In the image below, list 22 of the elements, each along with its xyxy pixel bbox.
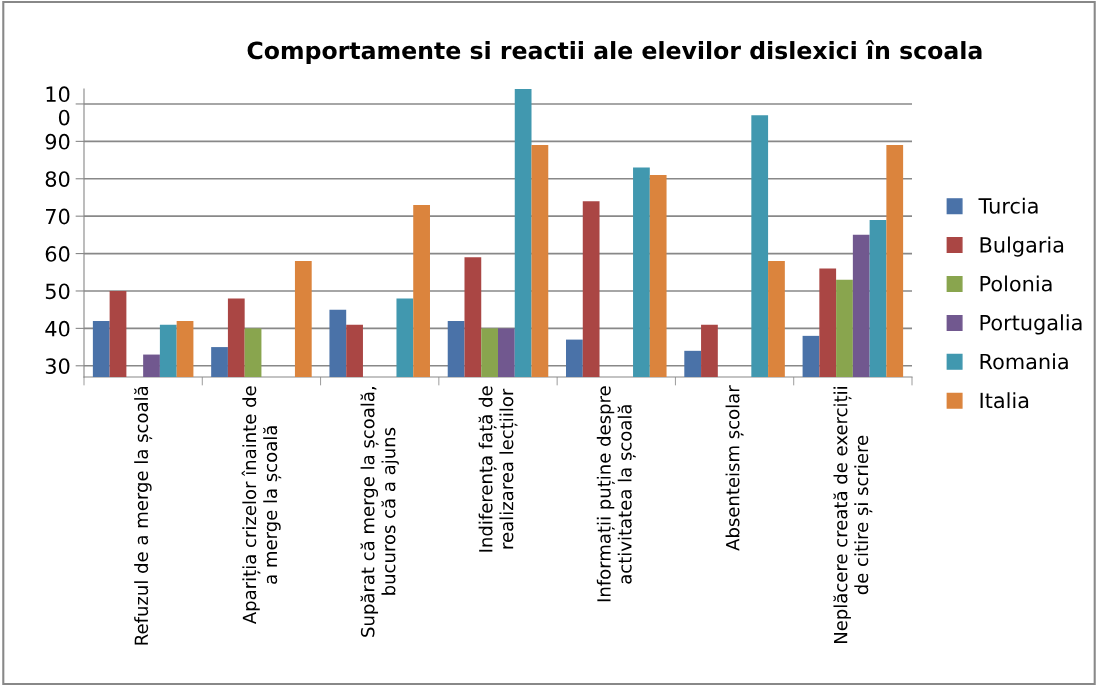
y-tick-label: 40 [45,320,70,337]
legend-label: Turcia [978,197,1038,214]
y-tick-label: 90 [45,133,70,150]
y-tick-label: 80 [45,171,70,187]
x-tick-label: Indiferența față de realizarea lecțiilor [478,386,518,552]
y-tick-label: 60 [45,246,70,262]
y-tick-label: 30 [45,358,70,374]
legend-label: Polonia [980,275,1052,292]
y-tick-label: 10 0 [46,86,70,126]
y-tick-label: 50 [45,283,70,300]
x-tick-label: Neplăcere creată de exerciții de citire și scriere [833,387,873,644]
legend-label: Italia [980,392,1029,409]
x-tick-label: Refuzul de a merge la școală [134,386,153,645]
x-tick-label: Supărat că merge la școală, bucuros că a ajuns [360,387,399,637]
x-tick-label: Absenteism școlar [725,385,744,551]
x-tick-label: Apariția crizelor înainte de a merge la școală [241,386,282,625]
legend-label: Romania [980,353,1068,370]
legend-label: Portugalia [980,314,1082,335]
chart-title: Comportamente si reactii ale elevilor dislexici în scoala [247,40,982,64]
legend-label: Bulgaria [980,236,1064,257]
x-tick-label: Informații puține despre activitatea la școală [596,386,636,602]
y-tick-label: 70 [46,208,70,225]
